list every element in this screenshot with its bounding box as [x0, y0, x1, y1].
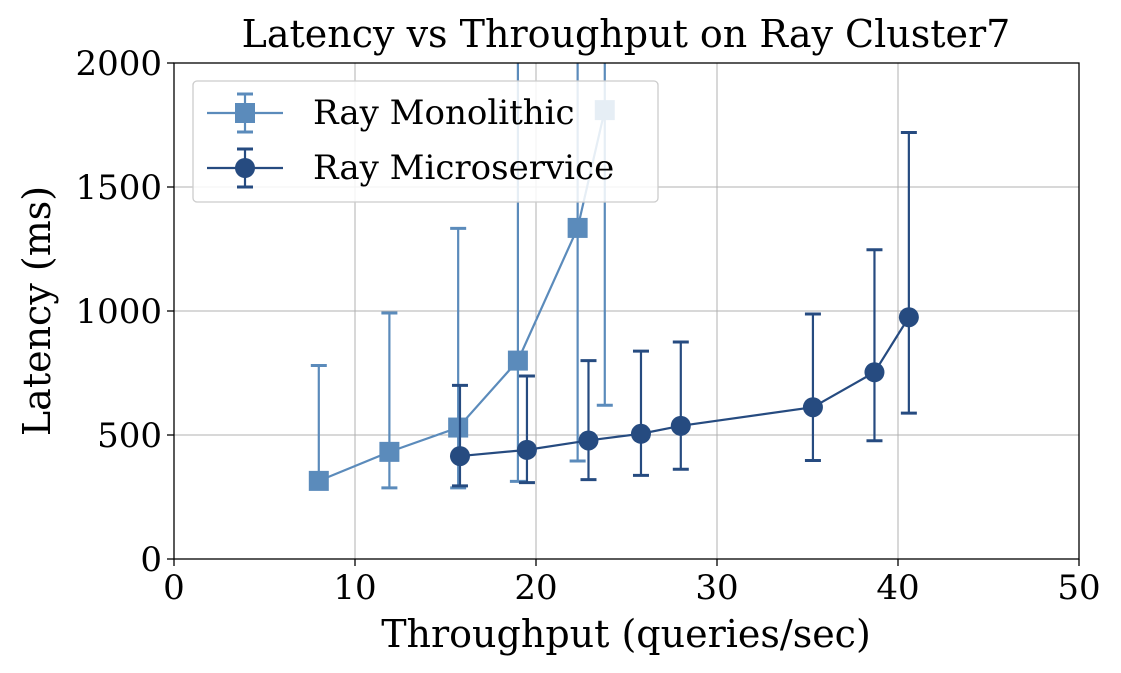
- y-tick-label: 0: [140, 540, 162, 580]
- x-tick-label: 10: [333, 568, 376, 608]
- y-tick-label: 2000: [75, 44, 162, 84]
- data-point-ray-monolithic: [308, 470, 329, 491]
- y-axis-label: Latency (ms): [15, 186, 59, 436]
- data-point-ray-microservice: [864, 362, 885, 383]
- x-tick-label: 50: [1057, 568, 1100, 608]
- series-line-ray-monolithic: [318, 109, 606, 482]
- series-layer: [308, 63, 919, 491]
- legend: Ray Monolithic Ray Microservice: [192, 80, 659, 203]
- y-tick-label: 1000: [75, 292, 162, 332]
- data-point-ray-microservice: [630, 423, 651, 444]
- data-point-ray-microservice: [449, 446, 470, 467]
- legend-label-ray-microservice: Ray Microservice: [313, 148, 614, 188]
- x-axis-label: Throughput (queries/sec): [381, 612, 871, 656]
- series-ray-monolithic: [308, 63, 615, 491]
- data-point-ray-microservice: [802, 397, 823, 418]
- series-ray-microservice: [449, 130, 919, 488]
- legend-entry-ray-microservice: Ray Microservice: [207, 147, 614, 189]
- data-point-ray-microservice: [898, 307, 919, 328]
- x-tick-label: 30: [695, 568, 738, 608]
- x-tick-label: 20: [514, 568, 557, 608]
- x-tick-label: 40: [876, 568, 919, 608]
- legend-label-ray-monolithic: Ray Monolithic: [313, 93, 575, 133]
- legend-entry-ray-monolithic: Ray Monolithic: [207, 92, 575, 134]
- chart-title: Latency vs Throughput on Ray Cluster7: [242, 12, 1011, 56]
- data-point-ray-monolithic: [567, 217, 588, 238]
- data-point-ray-monolithic: [448, 417, 469, 438]
- data-point-ray-microservice: [516, 439, 537, 460]
- data-point-ray-microservice: [578, 430, 599, 451]
- data-point-ray-microservice: [670, 415, 691, 436]
- legend-marker-ray-monolithic: [235, 103, 255, 123]
- y-tick-label: 1500: [75, 168, 162, 208]
- series-line-ray-microservice: [459, 316, 910, 458]
- y-tick-label: 500: [97, 416, 162, 456]
- data-point-ray-monolithic: [507, 350, 528, 371]
- legend-box: [192, 80, 659, 203]
- data-point-ray-monolithic: [379, 441, 400, 462]
- legend-marker-ray-microservice: [235, 158, 255, 178]
- x-tick-label: 0: [163, 568, 185, 608]
